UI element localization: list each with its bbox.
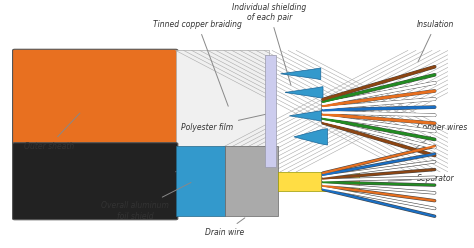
Text: Overall aluminum
foil shield: Overall aluminum foil shield xyxy=(101,183,191,220)
Bar xyxy=(265,55,276,167)
Polygon shape xyxy=(281,68,321,80)
Text: Polyester film: Polyester film xyxy=(181,114,267,132)
Bar xyxy=(175,146,225,216)
Bar xyxy=(278,172,359,190)
Text: Copper wires: Copper wires xyxy=(415,123,467,149)
Text: Tinned copper braiding: Tinned copper braiding xyxy=(154,20,242,106)
Polygon shape xyxy=(294,129,328,145)
Polygon shape xyxy=(285,87,323,98)
Text: Separator: Separator xyxy=(388,174,455,183)
FancyBboxPatch shape xyxy=(12,49,178,173)
Text: Insulation: Insulation xyxy=(417,20,454,62)
Bar xyxy=(225,146,278,216)
Text: Individual shielding
of each pair: Individual shielding of each pair xyxy=(232,3,307,85)
Text: Drain wire: Drain wire xyxy=(205,218,245,237)
Text: Outer sheath: Outer sheath xyxy=(24,113,80,151)
FancyBboxPatch shape xyxy=(12,143,178,220)
Polygon shape xyxy=(290,110,325,122)
FancyBboxPatch shape xyxy=(175,50,269,172)
